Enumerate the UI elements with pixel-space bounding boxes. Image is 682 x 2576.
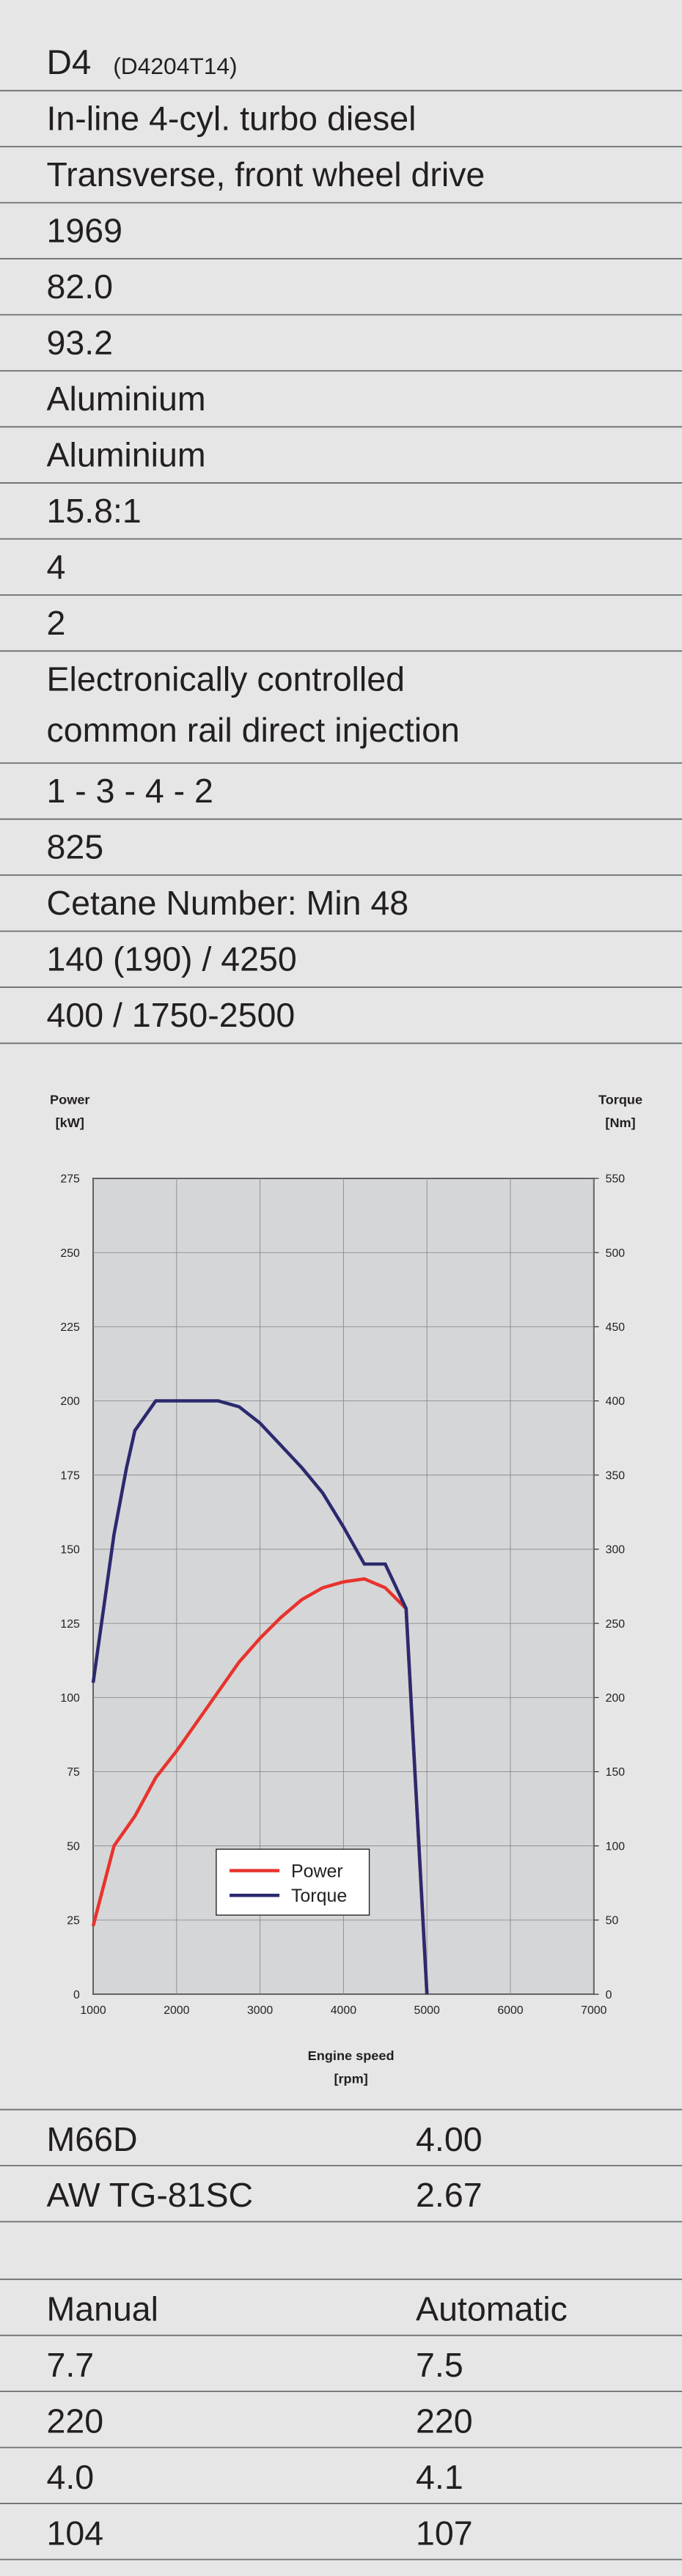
column-header: Manual <box>47 2290 159 2328</box>
spec-value: 2 <box>47 604 66 642</box>
y-tick-label: 125 <box>60 1618 80 1631</box>
x-tick-label: 1000 <box>80 2004 106 2017</box>
gearbox-ratio: 4.00 <box>416 2120 482 2158</box>
x-tick-label: 3000 <box>247 2004 274 2017</box>
y-tick-label: 25 <box>67 1915 80 1927</box>
y-tick-label: 225 <box>60 1321 80 1334</box>
y-axis-unit: [kW] <box>56 1115 84 1130</box>
spec-value: 1 - 3 - 4 - 2 <box>47 772 213 810</box>
spec-value: Aluminium <box>47 380 206 418</box>
gearbox-ratio: 2.67 <box>416 2176 482 2214</box>
legend-label: Power <box>291 1862 343 1882</box>
y2-tick-label: 250 <box>606 1618 626 1631</box>
y-tick-label: 275 <box>60 1173 80 1186</box>
y-axis-title: Power <box>50 1093 89 1107</box>
y-tick-label: 100 <box>60 1692 80 1705</box>
table-cell: 220 <box>416 2402 473 2440</box>
model-name: D4 <box>47 43 92 82</box>
y-tick-label: 150 <box>60 1544 80 1557</box>
spec-value: Transverse, front wheel drive <box>47 155 485 193</box>
y2-tick-label: 500 <box>606 1247 626 1260</box>
y-tick-label: 200 <box>60 1395 80 1408</box>
y2-tick-label: 450 <box>606 1321 626 1334</box>
y2-tick-label: 100 <box>606 1840 626 1853</box>
y-tick-label: 0 <box>73 1989 80 2001</box>
y2-tick-label: 300 <box>606 1544 626 1557</box>
spec-value: Cetane Number: Min 48 <box>47 884 409 922</box>
spec-value: common rail direct injection <box>47 711 460 749</box>
x-axis-title: Engine speed <box>308 2048 395 2063</box>
header-background <box>0 32 682 91</box>
x-tick-label: 7000 <box>581 2004 607 2017</box>
table-cell: 4.1 <box>416 2458 463 2496</box>
y-tick-label: 250 <box>60 1247 80 1260</box>
y2-axis-unit: [Nm] <box>605 1115 635 1130</box>
x-tick-label: 4000 <box>331 2004 357 2017</box>
spec-value: 140 (190) / 4250 <box>47 940 297 978</box>
table-cell: 104 <box>47 2514 104 2552</box>
column-header: Automatic <box>416 2290 568 2328</box>
spec-value: 400 / 1750-2500 <box>47 996 296 1034</box>
y2-tick-label: 350 <box>606 1469 626 1482</box>
x-tick-label: 6000 <box>497 2004 524 2017</box>
table-cell: 107 <box>416 2514 473 2552</box>
spec-value: In-line 4-cyl. turbo diesel <box>47 100 417 138</box>
spec-value: 4 <box>47 548 66 586</box>
spec-value: 15.8:1 <box>47 492 142 530</box>
y2-axis-title: Torque <box>598 1093 642 1107</box>
gearbox-name: M66D <box>47 2120 138 2158</box>
spec-value: 825 <box>47 828 104 866</box>
spec-value: Electronically controlled <box>47 660 405 698</box>
table-cell: 7.5 <box>416 2346 463 2384</box>
engine-code: (D4204T14) <box>113 53 237 79</box>
y-tick-label: 175 <box>60 1469 80 1482</box>
y2-tick-label: 50 <box>606 1915 619 1927</box>
legend-label: Torque <box>291 1886 347 1906</box>
y2-tick-label: 0 <box>606 1989 612 2001</box>
spec-value: 82.0 <box>47 267 113 306</box>
y2-tick-label: 400 <box>606 1395 626 1408</box>
table-cell: 4.0 <box>47 2458 95 2496</box>
y2-tick-label: 550 <box>606 1173 626 1186</box>
x-tick-label: 2000 <box>164 2004 190 2017</box>
gearbox-name: AW TG-81SC <box>47 2176 254 2214</box>
y2-tick-label: 150 <box>606 1766 626 1779</box>
legend-box <box>216 1848 370 1916</box>
x-axis-unit: [rpm] <box>334 2072 367 2086</box>
y2-tick-label: 200 <box>606 1692 626 1705</box>
table-cell: 220 <box>47 2402 104 2440</box>
data-line <box>91 1577 429 1995</box>
spec-value: Aluminium <box>47 436 206 474</box>
y-tick-label: 75 <box>67 1766 80 1779</box>
spec-value: 1969 <box>47 212 122 250</box>
data-line <box>91 1399 429 1995</box>
spec-value: 93.2 <box>47 324 113 362</box>
table-cell: 7.7 <box>47 2346 95 2384</box>
y-tick-label: 50 <box>67 1840 80 1853</box>
x-tick-label: 5000 <box>414 2004 441 2017</box>
